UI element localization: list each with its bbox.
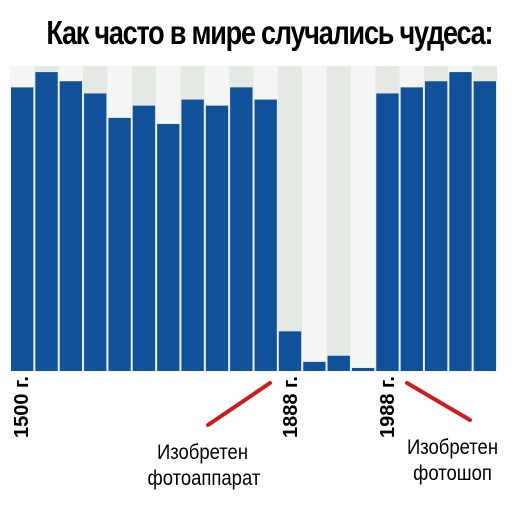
- bar: [181, 99, 204, 372]
- chart-title: Как часто в мире случались чудеса:: [46, 14, 493, 51]
- bar: [35, 72, 58, 371]
- bar: [205, 105, 229, 372]
- background-band: [277, 66, 303, 371]
- annotation-photoshop-line1: Изобретен: [406, 436, 499, 459]
- annotation-photoshop: Изобретен фотошоп: [402, 435, 503, 487]
- bar: [424, 81, 448, 371]
- annotation-photoshop-line2: фотошоп: [413, 462, 492, 485]
- bar: [254, 99, 277, 372]
- bar: [303, 361, 326, 371]
- bar: [449, 72, 472, 371]
- bar: [473, 81, 496, 371]
- bar: [351, 367, 375, 371]
- annotation-line-camera: [206, 381, 272, 427]
- bar: [327, 355, 350, 371]
- bar: [230, 87, 253, 371]
- x-tick-label-1888: 1888 г.: [280, 376, 302, 438]
- annotation-camera-line2: фотоаппарат: [147, 467, 261, 490]
- x-tick-label-1500: 1500 г.: [11, 376, 33, 438]
- bar: [11, 87, 34, 371]
- bar: [278, 331, 302, 371]
- x-tick-label-1988: 1988 г.: [377, 376, 399, 438]
- bar: [84, 93, 107, 371]
- bar: [59, 81, 83, 371]
- background-band: [350, 66, 376, 371]
- bar: [157, 123, 180, 371]
- bar: [376, 93, 399, 371]
- bar: [132, 105, 156, 372]
- background-band: [302, 66, 327, 371]
- bar: [400, 87, 423, 371]
- bar: [108, 117, 131, 371]
- annotation-camera-line1: Изобретен: [156, 441, 249, 464]
- background-band: [326, 66, 351, 371]
- annotation-line-photoshop: [405, 381, 472, 422]
- annotation-camera: Изобретен фотоаппарат: [147, 440, 261, 492]
